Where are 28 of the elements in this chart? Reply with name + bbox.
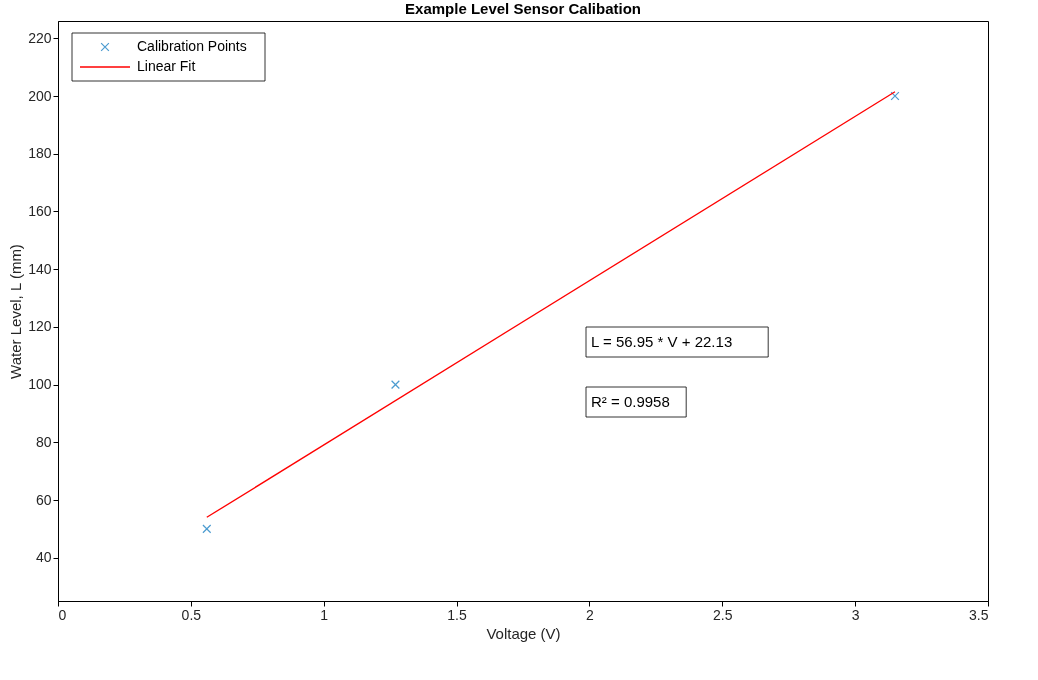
y-tick-label: 120 (28, 318, 52, 335)
chart-title: Example Level Sensor Calibation (405, 0, 641, 17)
y-axis-title: Water Level, L (mm) (7, 244, 25, 379)
y-tick-label: 60 (35, 491, 52, 508)
legend-label: Linear Fit (137, 58, 196, 74)
x-tick-label: 0 (58, 606, 67, 623)
annotation: L = 56.95 * V + 22.13 (591, 333, 733, 350)
point (202, 524, 212, 534)
y-tick-label: 180 (28, 145, 52, 162)
x-tick-label: 3.5 (969, 606, 989, 623)
y-tick-label: 80 (35, 433, 52, 450)
point (390, 380, 400, 390)
y-tick-label: 160 (28, 202, 52, 219)
y-tick-label: 220 (28, 29, 52, 46)
point (890, 91, 900, 101)
x-axis-title: Voltage (V) (486, 624, 561, 642)
y-tick-label: 200 (28, 87, 52, 104)
x-tick-label: 2 (586, 606, 595, 623)
x-tick-label: 0.5 (181, 606, 202, 623)
legend-label: Calibration Points (137, 38, 247, 54)
y-tick-label: 140 (28, 260, 52, 277)
x-tick-label: 1 (320, 606, 329, 623)
x-tick-label: 1.5 (447, 606, 468, 623)
y-tick-label: 40 (35, 549, 52, 566)
x-tick-label: 2.5 (713, 606, 733, 623)
y-tick-label: 100 (28, 376, 52, 393)
x-tick-label: 3 (851, 606, 860, 623)
annotation: R² = 0.9958 (591, 393, 670, 410)
